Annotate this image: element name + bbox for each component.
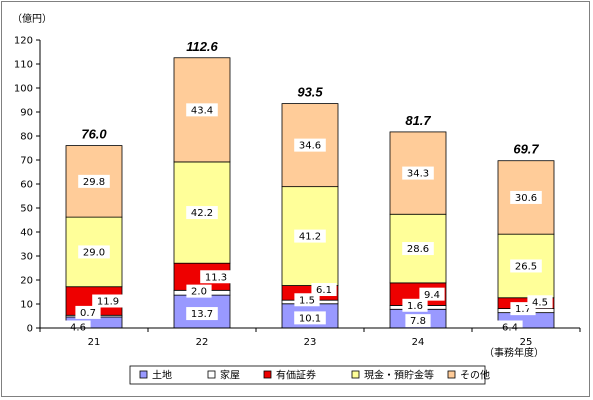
y-tick-label: 50 (20, 204, 33, 215)
legend-label: 土地 (152, 369, 172, 382)
y-tick-label: 0 (27, 324, 33, 335)
data-label-box (186, 307, 218, 321)
data-label-box (402, 242, 434, 256)
y-tick-label: 90 (20, 108, 33, 119)
data-label-box (405, 314, 431, 328)
data-label-box (311, 283, 337, 297)
data-label: 29.0 (83, 248, 105, 259)
y-tick-label: 30 (20, 252, 33, 263)
legend-swatch (263, 370, 272, 379)
data-label: 11.3 (205, 272, 227, 283)
y-tick-label: 40 (20, 228, 33, 239)
data-label-box (78, 174, 110, 188)
y-unit-label: （億円） (12, 12, 52, 25)
total-label: 81.7 (405, 113, 431, 128)
data-label: 1.5 (299, 295, 315, 306)
data-label: 0.7 (80, 308, 96, 319)
legend-label: 有価証券 (276, 369, 316, 382)
data-label: 7.8 (410, 316, 426, 327)
total-label: 93.5 (297, 85, 323, 100)
y-axis: 0 10 20 30 40 50 60 70 80 90 100 110 120 (14, 36, 41, 335)
data-label: 13.7 (191, 309, 213, 320)
y-tick-label: 110 (14, 60, 33, 71)
legend-swatch (207, 370, 216, 379)
data-label: 4.5 (532, 297, 548, 308)
data-label: 29.8 (83, 177, 105, 188)
data-label: 9.4 (424, 290, 440, 301)
data-label-box (419, 287, 445, 301)
data-label: 2.0 (191, 287, 207, 298)
data-label-box (294, 293, 320, 307)
y-tick-label: 100 (14, 84, 33, 95)
data-label: 43.4 (191, 105, 213, 116)
total-label: 69.7 (513, 142, 539, 157)
data-label-box (527, 295, 553, 309)
data-label: 34.3 (407, 169, 429, 180)
legend-label: 現金・預貯金等 (364, 369, 434, 382)
data-label: 28.6 (407, 244, 429, 255)
y-tick-label: 10 (20, 300, 33, 311)
data-label: 41.2 (299, 232, 321, 243)
bars: 76.0112.693.581.769.74.60.711.929.029.81… (65, 39, 555, 334)
data-label-box (92, 294, 124, 308)
data-label-box (294, 311, 326, 325)
x-tick-label: 22 (196, 337, 209, 348)
legend-swatch (447, 370, 456, 379)
data-label: 1.6 (407, 301, 423, 312)
legend-box (129, 365, 486, 385)
data-label-box (510, 190, 542, 204)
data-label-box (510, 259, 542, 273)
total-label: 112.6 (186, 39, 218, 54)
data-label-box (78, 245, 110, 259)
data-label: 26.5 (515, 262, 537, 273)
data-label: 10.1 (299, 313, 321, 324)
y-tick-label: 20 (20, 276, 33, 287)
y-tick-label: 70 (20, 156, 33, 167)
data-label-box (200, 270, 232, 284)
y-tick-label: 60 (20, 180, 33, 191)
total-label: 76.0 (81, 127, 107, 142)
y-tick-label: 120 (14, 36, 33, 47)
data-label-box (402, 166, 434, 180)
data-label-box (402, 298, 428, 312)
data-label: 11.9 (97, 297, 119, 308)
data-label-box (75, 305, 101, 319)
data-label-box (294, 229, 326, 243)
data-label-box (294, 138, 326, 152)
legend-swatch (139, 370, 148, 379)
data-label: 6.1 (316, 285, 332, 296)
x-tick-label: 23 (304, 337, 317, 348)
data-label-box (497, 320, 523, 334)
legend-label: 家屋 (220, 369, 240, 382)
data-label: 34.6 (299, 141, 321, 152)
data-label-box (186, 284, 212, 298)
data-label: 1.7 (515, 304, 531, 315)
x-tick-label: 25 (520, 337, 533, 348)
data-label: 42.2 (191, 208, 213, 219)
data-label-box (65, 320, 91, 334)
x-suffix-label: （事務年度） (484, 346, 544, 359)
x-tick-label: 21 (88, 337, 101, 348)
data-label-box (186, 103, 218, 117)
x-tick-label: 24 (412, 337, 425, 348)
data-label-box (186, 206, 218, 220)
data-label: 30.6 (515, 193, 537, 204)
legend-swatch (351, 370, 360, 379)
legend: 土地 家屋 有価証券 現金・預貯金等 その他 (129, 365, 490, 385)
y-tick-label: 80 (20, 132, 33, 143)
x-axis: 21 22 23 24 25 (39, 327, 581, 348)
legend-label: その他 (460, 369, 490, 382)
